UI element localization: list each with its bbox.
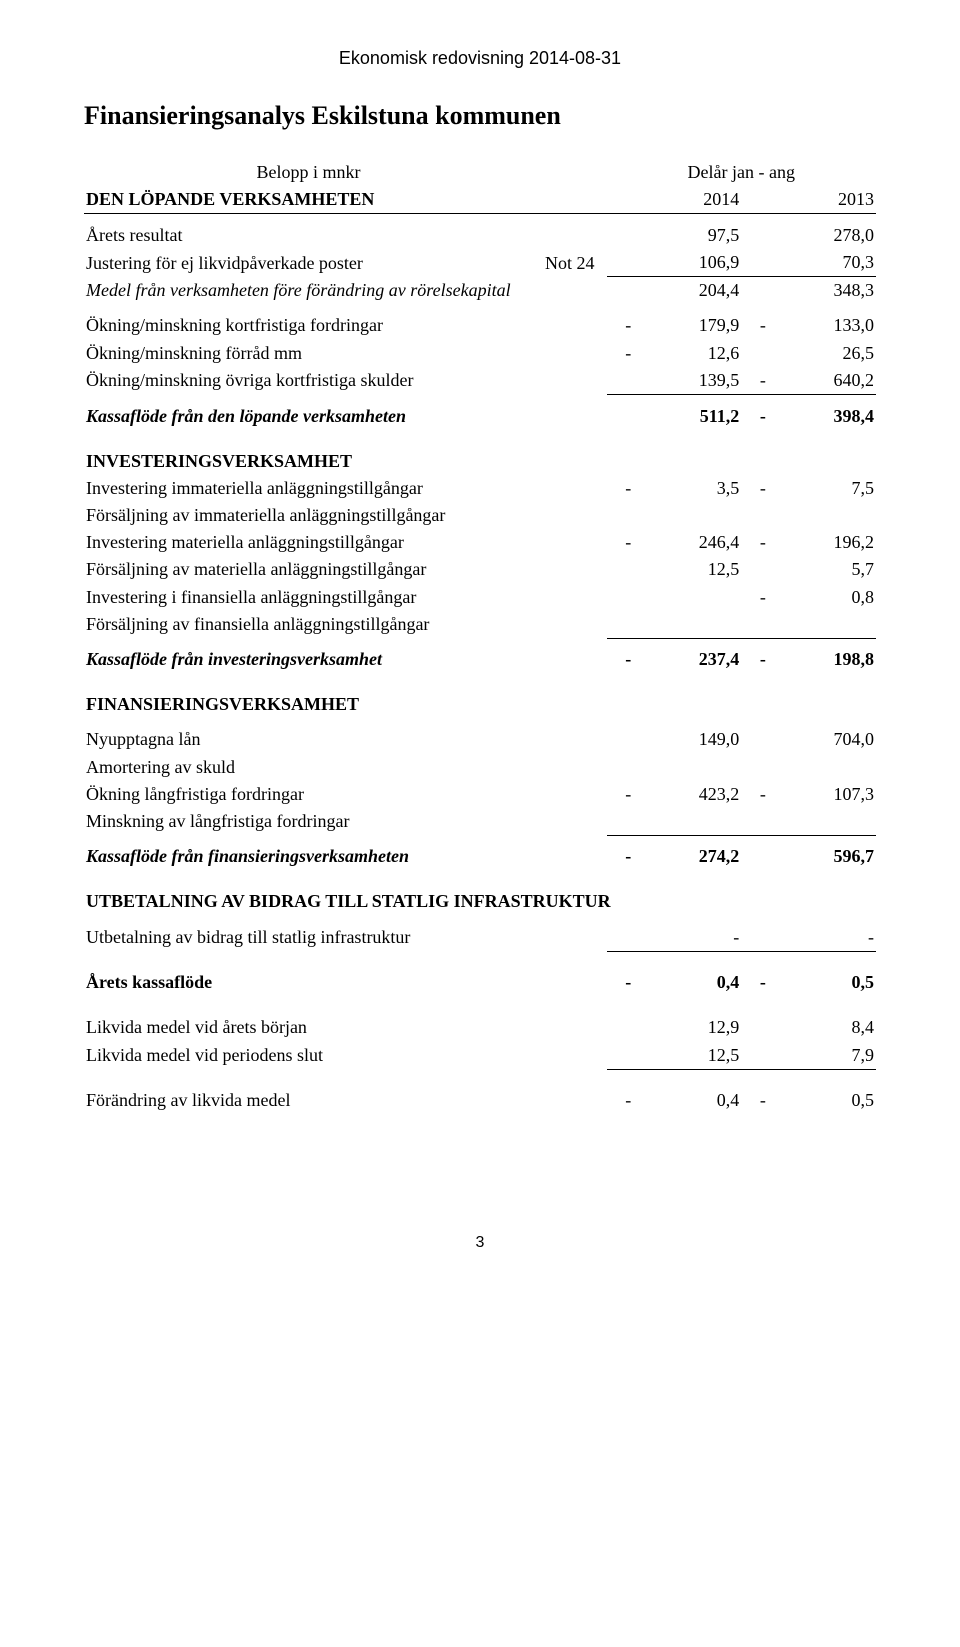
row-value: 12,9 — [639, 1014, 741, 1041]
neg-sign: - — [607, 340, 640, 367]
row-value: 278,0 — [774, 222, 876, 249]
financial-table: Belopp i mnkr Delår jan - ang DEN LÖPAND… — [84, 159, 876, 1114]
neg-sign: - — [607, 1087, 640, 1114]
row-value: 0,4 — [639, 1087, 741, 1114]
row-label: Likvida medel vid årets början — [84, 1014, 533, 1041]
row-label: Årets kassaflöde — [84, 969, 533, 996]
neg-sign: - — [741, 312, 774, 339]
neg-sign: - — [741, 367, 774, 395]
row-value: 7,5 — [774, 475, 876, 502]
year-1: 2014 — [639, 186, 741, 214]
row-label: Förändring av likvida medel — [84, 1087, 533, 1114]
neg-sign: - — [607, 475, 640, 502]
row-label: Utbetalning av bidrag till statlig infra… — [84, 924, 533, 952]
row-value: 237,4 — [639, 646, 741, 673]
neg-sign: - — [607, 646, 640, 673]
row-label: Kassaflöde från investeringsverksamhet — [84, 646, 533, 673]
row-label: Årets resultat — [84, 222, 533, 249]
row-value: 149,0 — [639, 726, 741, 753]
row-label: Ökning/minskning förråd mm — [84, 340, 533, 367]
row-value: 133,0 — [774, 312, 876, 339]
row-label: Kassaflöde från finansieringsverksamhete… — [84, 843, 533, 870]
row-label: Försäljning av finansiella anläggningsti… — [84, 611, 533, 638]
row-label: Ökning/minskning kortfristiga fordringar — [84, 312, 533, 339]
row-value: 0,4 — [639, 969, 741, 996]
neg-sign: - — [607, 781, 640, 808]
page-title: Finansieringsanalys Eskilstuna kommunen — [84, 101, 876, 131]
row-value: 196,2 — [774, 529, 876, 556]
row-value: 511,2 — [639, 403, 741, 430]
neg-sign: - — [741, 403, 774, 430]
row-value: 640,2 — [774, 367, 876, 395]
row-value: 107,3 — [774, 781, 876, 808]
row-value: 198,8 — [774, 646, 876, 673]
section-invest: INVESTERINGSVERKSAMHET — [84, 448, 533, 475]
row-value: 7,9 — [774, 1042, 876, 1070]
row-value: 12,6 — [639, 340, 741, 367]
row-label: Investering materiella anläggningstillgå… — [84, 529, 533, 556]
row-value: 398,4 — [774, 403, 876, 430]
page-number: 3 — [84, 1234, 876, 1252]
neg-sign: - — [607, 843, 640, 870]
neg-sign: - — [607, 969, 640, 996]
row-value: 5,7 — [774, 556, 876, 583]
page-header: Ekonomisk redovisning 2014-08-31 — [84, 48, 876, 69]
row-value: 596,7 — [774, 843, 876, 870]
neg-sign: - — [607, 312, 640, 339]
row-value: 97,5 — [639, 222, 741, 249]
row-label: Försäljning av materiella anläggningstil… — [84, 556, 533, 583]
row-value: 12,5 — [639, 1042, 741, 1070]
row-label: Amortering av skuld — [84, 754, 533, 781]
row-label: Investering i finansiella anläggningstil… — [84, 584, 533, 611]
row-label: Likvida medel vid periodens slut — [84, 1042, 533, 1070]
section-finans: FINANSIERINGSVERKSAMHET — [84, 691, 533, 718]
row-value: 8,4 — [774, 1014, 876, 1041]
period-label: Delår jan - ang — [607, 159, 876, 186]
neg-sign: - — [741, 529, 774, 556]
neg-sign: - — [741, 781, 774, 808]
row-value: - — [774, 924, 876, 952]
row-value: 348,3 — [774, 277, 876, 305]
row-value: 0,5 — [774, 969, 876, 996]
row-label: Justering för ej likvidpåverkade poster — [84, 249, 533, 277]
row-value: 179,9 — [639, 312, 741, 339]
neg-sign: - — [607, 529, 640, 556]
row-label: Kassaflöde från den löpande verksamheten — [84, 403, 533, 430]
section-den-lopande: DEN LÖPANDE VERKSAMHETEN — [84, 186, 533, 214]
neg-sign: - — [741, 969, 774, 996]
belopp-label: Belopp i mnkr — [84, 159, 533, 186]
row-value: - — [639, 924, 741, 952]
row-value: 3,5 — [639, 475, 741, 502]
row-label: Nyupptagna lån — [84, 726, 533, 753]
row-value: 139,5 — [639, 367, 741, 395]
note-ref: Not 24 — [533, 249, 606, 277]
row-label: Försäljning av immateriella anläggningst… — [84, 502, 533, 529]
row-label: Ökning/minskning övriga kortfristiga sku… — [84, 367, 533, 395]
row-value: 26,5 — [774, 340, 876, 367]
page: Ekonomisk redovisning 2014-08-31 Finansi… — [0, 0, 960, 1292]
row-value: 0,8 — [774, 584, 876, 611]
row-value: 70,3 — [774, 249, 876, 277]
row-label: Minskning av långfristiga fordringar — [84, 808, 533, 835]
row-value: 12,5 — [639, 556, 741, 583]
row-value: 106,9 — [639, 249, 741, 277]
year-2: 2013 — [774, 186, 876, 214]
row-label: Ökning långfristiga fordringar — [84, 781, 533, 808]
section-utbet: UTBETALNING AV BIDRAG TILL STATLIG INFRA… — [84, 888, 876, 915]
row-value: 0,5 — [774, 1087, 876, 1114]
row-value: 204,4 — [639, 277, 741, 305]
row-value: 274,2 — [639, 843, 741, 870]
row-value: 423,2 — [639, 781, 741, 808]
neg-sign: - — [741, 475, 774, 502]
row-label: Medel från verksamheten före förändring … — [84, 277, 533, 305]
neg-sign: - — [741, 584, 774, 611]
neg-sign: - — [741, 646, 774, 673]
row-value: 704,0 — [774, 726, 876, 753]
row-label: Investering immateriella anläggningstill… — [84, 475, 533, 502]
neg-sign: - — [741, 1087, 774, 1114]
row-value: 246,4 — [639, 529, 741, 556]
